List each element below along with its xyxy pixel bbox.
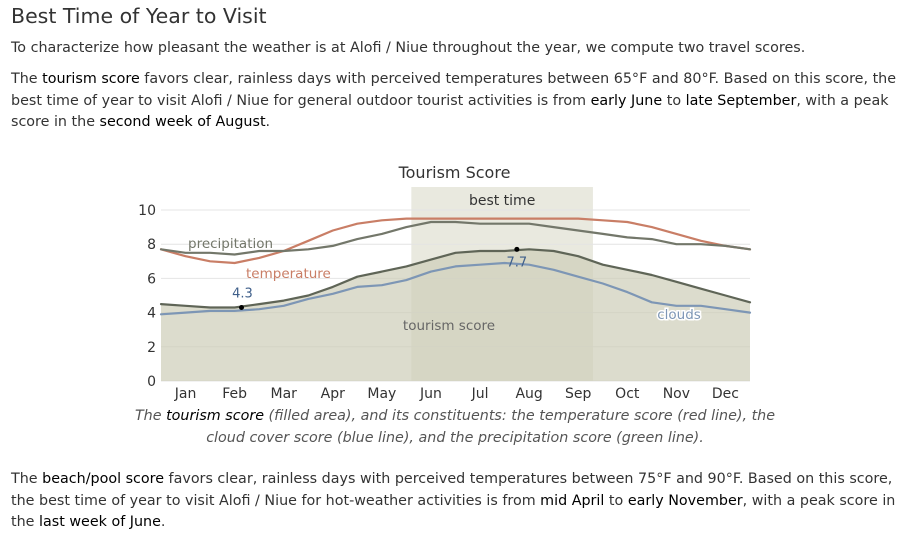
x-tick-label: Aug xyxy=(515,386,542,402)
y-tick-label: 2 xyxy=(147,340,156,356)
x-tick-label: Oct xyxy=(615,386,640,402)
tourism-score-line xyxy=(159,248,752,309)
clouds-line xyxy=(159,261,752,316)
precipitation-line xyxy=(159,220,752,256)
y-tick-label: 0 xyxy=(147,374,156,390)
tourism-paragraph: The tourism score favors clear, rainless… xyxy=(11,71,897,130)
annotation-point xyxy=(238,304,244,310)
x-tick-label: Jun xyxy=(419,386,442,402)
x-tick-label: Jul xyxy=(471,386,489,402)
series-label: tourism score xyxy=(403,318,495,334)
y-tick-label: 6 xyxy=(147,271,156,287)
x-tick-label: Apr xyxy=(321,386,345,402)
beach-peak: last week of June xyxy=(39,514,161,530)
series-label: temperature xyxy=(246,266,331,282)
x-tick-label: Feb xyxy=(222,386,247,402)
x-tick-label: Nov xyxy=(663,386,690,402)
x-tick-label: Jan xyxy=(174,386,197,402)
caption-term: tourism score xyxy=(166,408,264,424)
beach-start: mid April xyxy=(540,492,605,509)
tourism-start: early June xyxy=(590,92,663,109)
x-tick-label: Mar xyxy=(270,386,297,402)
annotation-point xyxy=(514,246,520,252)
intro-paragraph: To characterize how pleasant the weather… xyxy=(11,40,806,56)
section-heading: Best Time of Year to Visit xyxy=(11,4,267,28)
series-label: precipitation xyxy=(188,236,273,252)
tourism-end: late September xyxy=(685,92,797,109)
best-time-label: best time xyxy=(469,193,535,209)
y-tick-label: 8 xyxy=(147,237,156,253)
tourism-score-area xyxy=(161,249,750,381)
chart-caption: The tourism score (filled area), and its… xyxy=(134,408,776,446)
y-tick-label: 4 xyxy=(147,306,156,322)
tourism-score-chart: best time Tourism Score 0 2 4 6 8 10 Jan Feb Mar Ap… xyxy=(138,163,752,402)
y-tick-label: 10 xyxy=(138,203,156,219)
chart-title: Tourism Score xyxy=(398,163,511,182)
beach-score-term: beach/pool score xyxy=(42,471,165,487)
series-label: clouds xyxy=(657,307,701,323)
peak-score-label: 7.7 xyxy=(507,255,528,270)
tourism-peak: second week of August xyxy=(99,114,266,130)
beach-paragraph: The beach/pool score favors clear, rainl… xyxy=(11,471,896,530)
min-score-label: 4.3 xyxy=(232,286,253,301)
x-tick-label: Dec xyxy=(712,386,739,402)
x-tick-label: May xyxy=(367,386,396,402)
beach-end: early November xyxy=(627,492,743,509)
temperature-line xyxy=(159,217,752,265)
tourism-score-term: tourism score xyxy=(42,71,140,87)
x-tick-label: Sep xyxy=(565,386,592,402)
